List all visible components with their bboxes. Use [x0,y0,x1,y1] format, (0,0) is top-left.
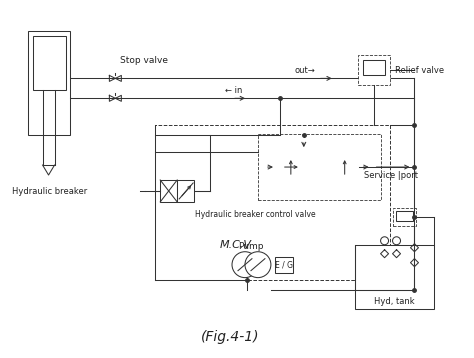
Bar [305,152,332,182]
Circle shape [245,252,271,277]
Text: Pump: Pump [238,242,264,251]
Text: Relief valve: Relief valve [394,66,444,75]
Bar [160,180,177,202]
Bar [33,35,65,90]
Text: Hyd, tank: Hyd, tank [374,297,415,306]
Text: Hydraulic breaker control valve: Hydraulic breaker control valve [195,211,316,219]
Text: ← in: ← in [225,86,242,95]
Bar [395,211,413,221]
Text: (Fig.4-1): (Fig.4-1) [201,330,259,344]
Text: Stop valve: Stop valve [120,56,168,65]
Text: out→: out→ [295,66,316,75]
Bar [155,125,390,280]
Bar [358,55,390,85]
Bar [392,208,417,226]
Bar [27,30,71,135]
Text: M.C.V: M.C.V [220,240,252,250]
Text: Service |port: Service |port [364,170,418,179]
Circle shape [381,237,389,245]
Bar [278,152,305,182]
Circle shape [392,237,401,245]
Bar [363,61,384,76]
Bar [332,152,359,182]
Bar [177,180,194,202]
Text: Hydraulic breaker: Hydraulic breaker [12,188,87,197]
Circle shape [232,252,258,277]
Bar [275,257,293,273]
Bar [355,245,434,310]
Text: E / G: E / G [275,260,293,269]
Bar [258,134,381,200]
